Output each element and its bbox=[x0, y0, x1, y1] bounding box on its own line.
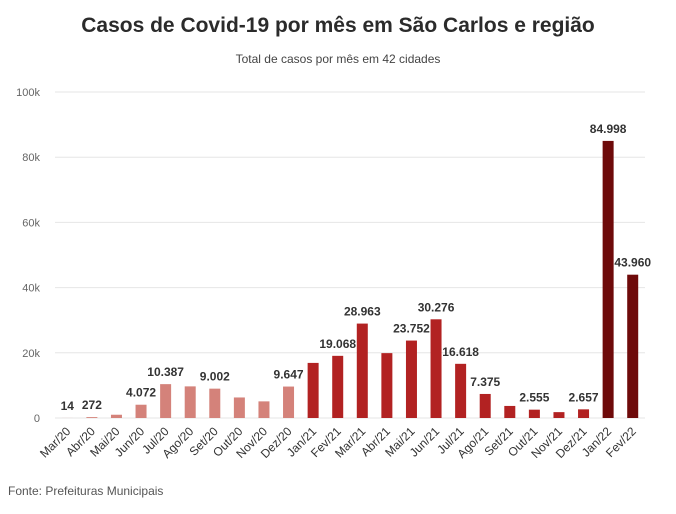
bar-Out/20 bbox=[233, 397, 245, 418]
y-tick-label: 80k bbox=[22, 152, 40, 164]
bar-Jul/21 bbox=[455, 363, 467, 418]
bar-Nov/21 bbox=[553, 412, 565, 418]
y-tick-label: 0 bbox=[34, 413, 40, 425]
chart-title: Casos de Covid-19 por mês em São Carlos … bbox=[81, 14, 595, 37]
bar-Jan/22 bbox=[602, 140, 614, 418]
data-label-Jun/20: 4.072 bbox=[126, 386, 156, 400]
bar-Mar/21 bbox=[356, 323, 368, 418]
data-label-Jul/20: 10.387 bbox=[147, 365, 184, 379]
bar-Dez/20 bbox=[283, 386, 295, 418]
bar-Dez/21 bbox=[578, 409, 590, 418]
data-label-Jan/22: 84.998 bbox=[590, 122, 627, 136]
bar-Set/20 bbox=[209, 388, 221, 418]
data-label-Dez/21: 2.657 bbox=[569, 390, 599, 404]
bars bbox=[61, 140, 639, 418]
data-label-Set/20: 9.002 bbox=[200, 370, 230, 384]
bar-Mai/20 bbox=[110, 414, 122, 418]
y-tick-label: 60k bbox=[22, 217, 40, 229]
bar-Nov/20 bbox=[258, 401, 270, 418]
data-label-Mai/21: 23.752 bbox=[393, 322, 430, 336]
data-labels: 14 272 4.072 10.387 9.002 9.647 19.068 28.963 23… bbox=[61, 122, 652, 413]
data-label-Mar/20: 14 bbox=[61, 399, 75, 413]
bar-Mai/21 bbox=[405, 340, 417, 418]
y-tick-label: 100k bbox=[16, 87, 40, 99]
data-label-Fev/21: 19.068 bbox=[319, 337, 356, 351]
data-label-Dez/20: 9.647 bbox=[274, 368, 304, 382]
bar-Jul/20 bbox=[160, 384, 172, 418]
bar-Abr/21 bbox=[381, 353, 393, 418]
data-label-Abr/20: 272 bbox=[82, 398, 102, 412]
data-label-Jun/21: 30.276 bbox=[418, 300, 455, 314]
bar-Abr/20 bbox=[86, 417, 98, 418]
y-tick-label: 40k bbox=[22, 283, 40, 295]
bar-Out/21 bbox=[528, 409, 540, 418]
y-tick-label: 20k bbox=[22, 348, 40, 360]
data-label-Fev/22: 43.960 bbox=[614, 256, 651, 270]
bar-Jun/20 bbox=[135, 404, 147, 418]
source-note: Fonte: Prefeituras Municipais bbox=[8, 484, 164, 498]
data-label-Mar/21: 28.963 bbox=[344, 305, 381, 319]
data-label-Ago/21: 7.375 bbox=[470, 375, 500, 389]
grid-lines bbox=[55, 91, 645, 419]
bar-Set/21 bbox=[504, 405, 516, 418]
data-label-Jul/21: 16.618 bbox=[442, 345, 479, 359]
bar-Jun/21 bbox=[430, 319, 442, 418]
data-label-Out/21: 2.555 bbox=[519, 391, 549, 405]
bar-Jan/21 bbox=[307, 362, 319, 418]
bar-Ago/21 bbox=[479, 393, 491, 418]
chart-subtitle: Total de casos por mês em 42 cidades bbox=[235, 52, 441, 66]
y-axis: 0 20k 40k 60k 80k 100k bbox=[16, 87, 40, 425]
bar-Fev/22 bbox=[627, 274, 639, 418]
x-axis: Mar/20Abr/20Mai/20Jun/20Jul/20Ago/20Set/… bbox=[37, 424, 639, 461]
bar-Fev/21 bbox=[332, 355, 344, 418]
bar-Ago/20 bbox=[184, 386, 196, 418]
